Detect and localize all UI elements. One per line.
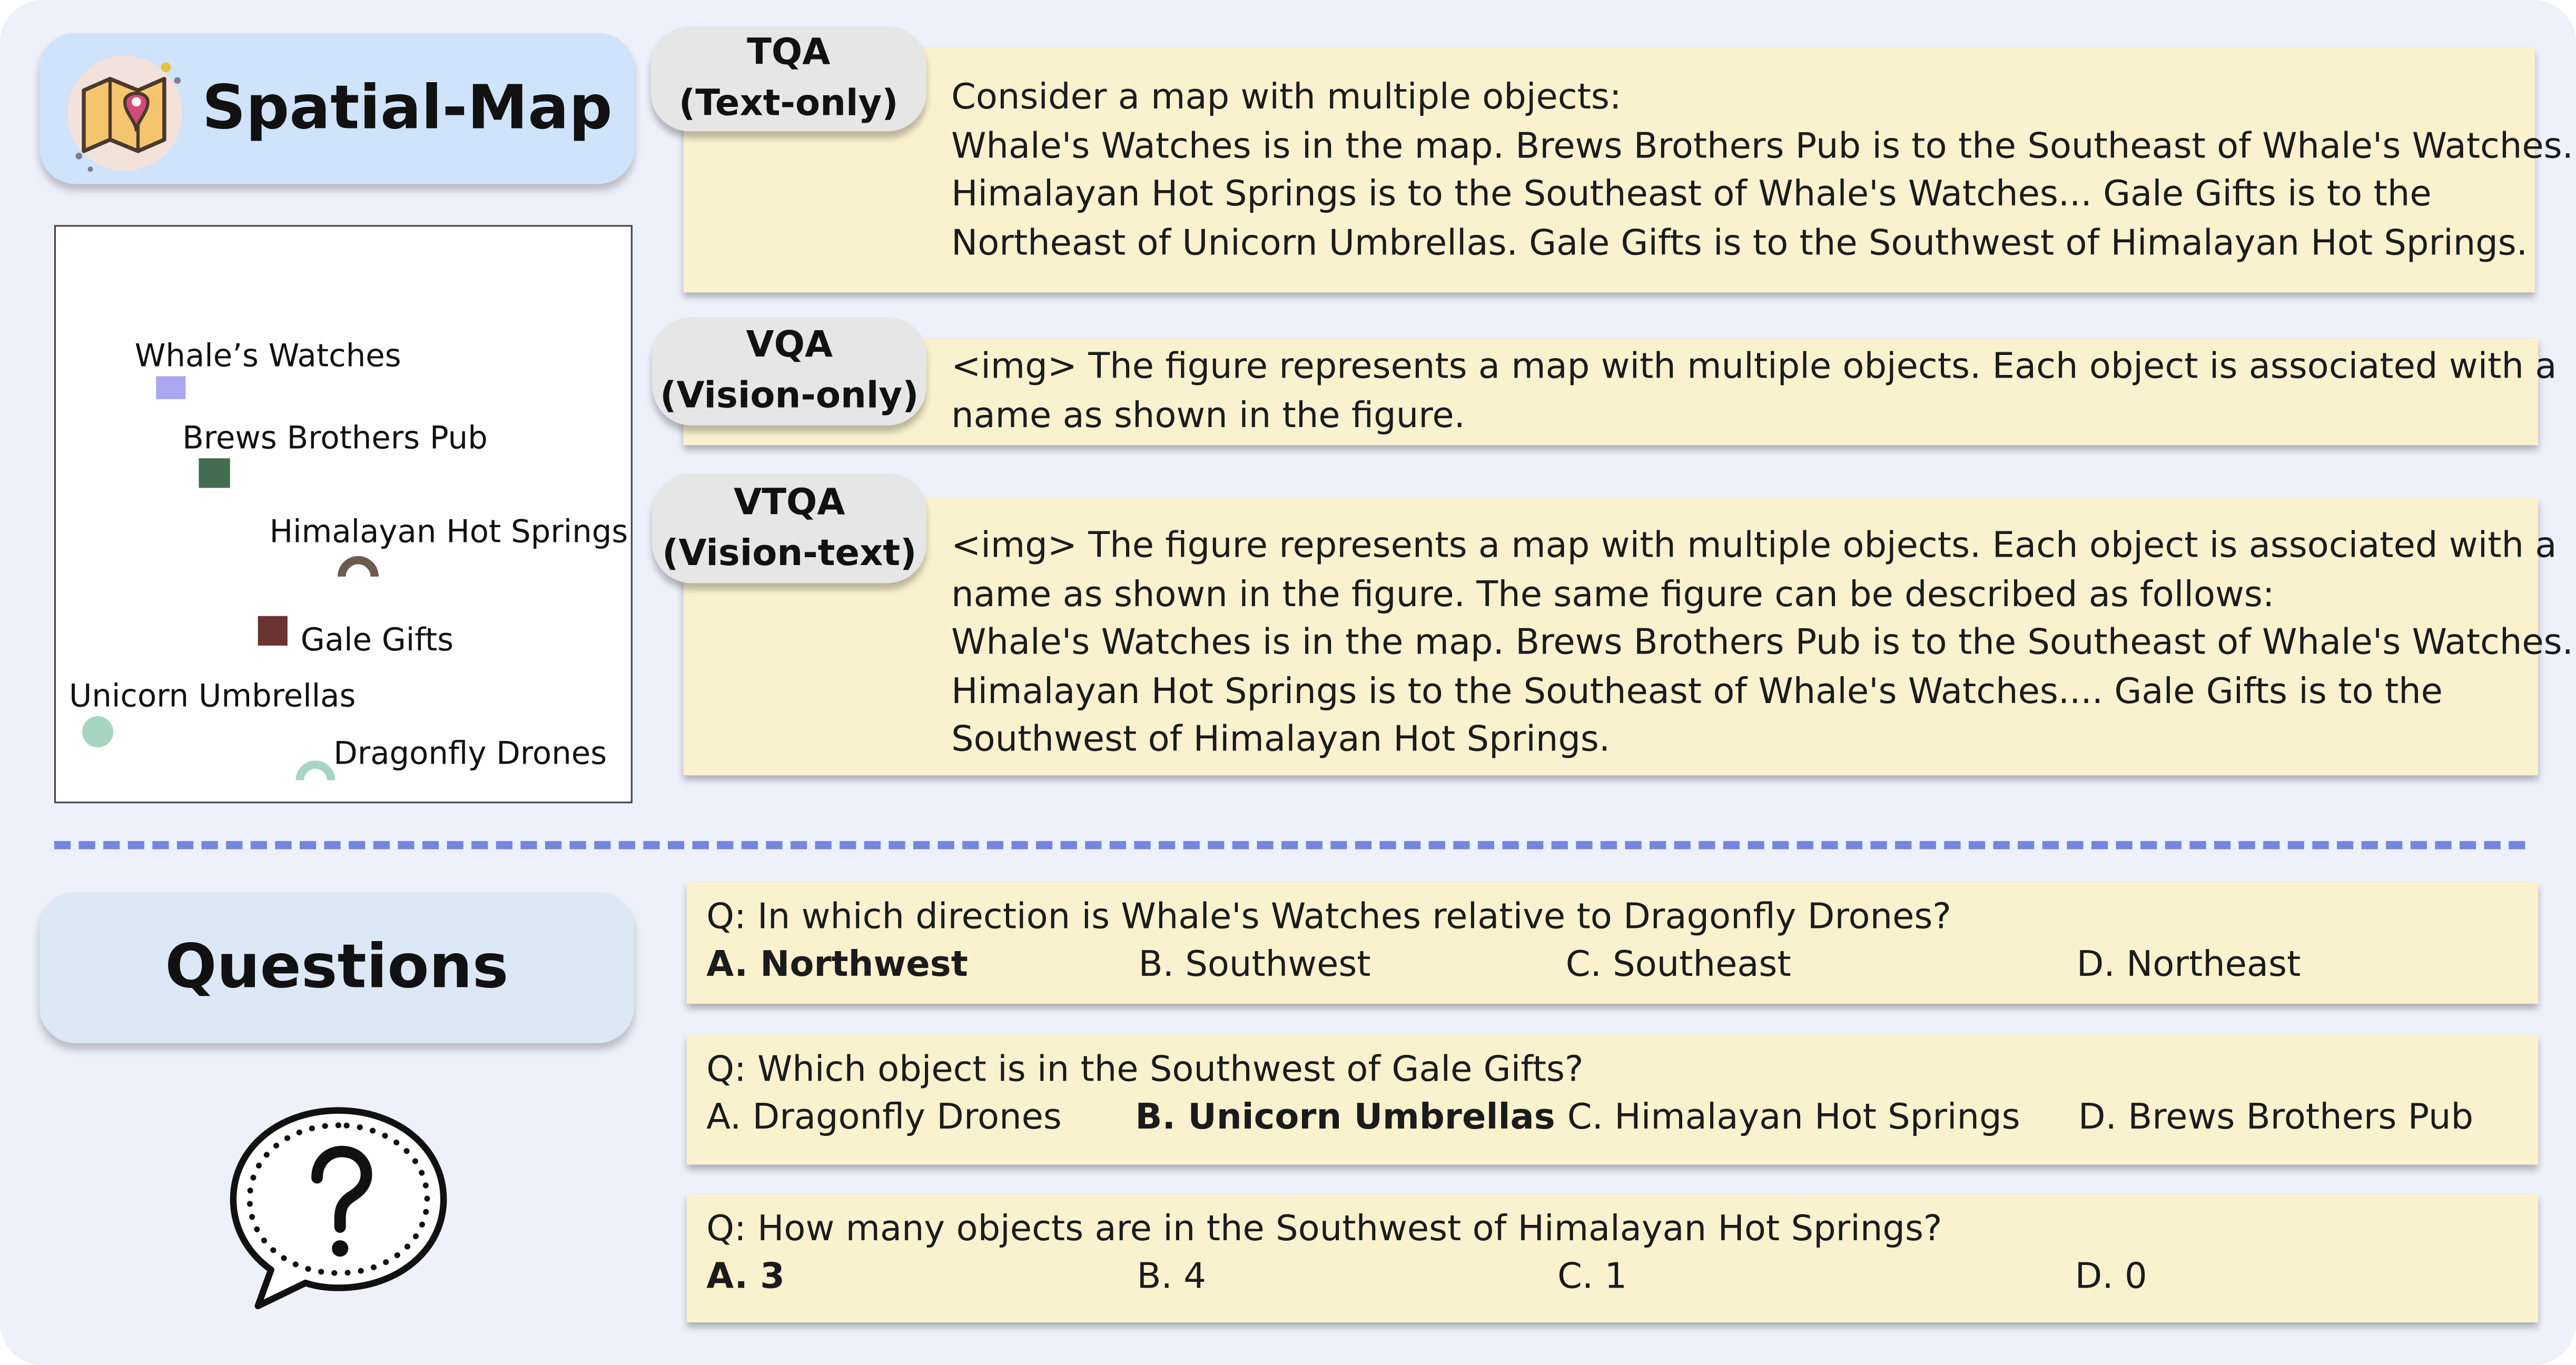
vqa-text-box: <img> The figure represents a map with m…	[683, 338, 2557, 446]
vqa-tag-name: VQA	[746, 325, 833, 367]
tqa-text-box: Consider a map with multiple objects: Wh…	[683, 47, 2573, 293]
question-text-3: Q: How many objects are in the Southwest…	[706, 1209, 1942, 1250]
marker-whales-watches	[156, 376, 186, 399]
tqa-tag-description: (Text-only)	[678, 84, 899, 125]
map-figure: Whale’s Watches Brews Brothers Pub Himal…	[54, 225, 633, 804]
question-box-2: Q: Which object is in the Southwest of G…	[686, 1035, 2539, 1165]
question-2-option-a: A. Dragonfly Drones	[706, 1097, 1062, 1139]
map-label-himalayan-hot-springs: Himalayan Hot Springs	[269, 514, 628, 550]
spatial-map-title: Spatial-Map	[202, 72, 613, 143]
vtqa-line: Southwest of Himalayan Hot Springs.	[951, 719, 1611, 761]
marker-dragonfly-drones	[295, 756, 335, 781]
map-label-unicorn-umbrellas: Unicorn Umbrellas	[69, 678, 356, 715]
questions-title: Questions	[165, 931, 509, 1002]
question-3-option-d: D. 0	[2075, 1257, 2147, 1298]
question-text-2: Q: Which object is in the Southwest of G…	[706, 1050, 1584, 1091]
speech-bubble-question-icon	[223, 1091, 453, 1321]
question-1-option-c: C. Southeast	[1565, 944, 1791, 986]
question-2-option-b: B. Unicorn Umbrellas	[1135, 1097, 1555, 1139]
vtqa-line: name as shown in the figure. The same fi…	[951, 574, 2275, 616]
vtqa-line: Himalayan Hot Springs is to the Southeas…	[951, 671, 2443, 713]
question-1-option-a: A. Northwest	[706, 944, 968, 986]
marker-himalayan-hot-springs	[337, 553, 379, 578]
question-3-option-c: C. 1	[1557, 1257, 1627, 1298]
vqa-tag-description: (Vision-only)	[660, 376, 919, 418]
vtqa-line: Whale's Watches is in the map. Brews Bro…	[951, 622, 2573, 664]
marker-brews-brothers-pub	[199, 458, 230, 488]
vtqa-tag-description: (Vision-text)	[662, 533, 917, 575]
vqa-line: <img> The figure represents a map with m…	[951, 347, 2557, 388]
marker-gale-gifts	[258, 616, 288, 646]
vqa-line: name as shown in the figure.	[951, 395, 1465, 437]
vqa-tag: VQA (Vision-only)	[652, 317, 927, 426]
tqa-tag-name: TQA	[747, 33, 831, 74]
question-text-1: Q: In which direction is Whale's Watches…	[706, 897, 1951, 938]
spatial-map-title-card: Spatial-Map	[39, 33, 635, 184]
tqa-line: Consider a map with multiple objects:	[951, 77, 1622, 118]
question-2-option-c: C. Himalayan Hot Springs	[1567, 1097, 2020, 1139]
question-1-option-d: D. Northeast	[2076, 944, 2301, 986]
map-label-dragonfly-drones: Dragonfly Drones	[333, 736, 607, 773]
question-2-option-d: D. Brews Brothers Pub	[2078, 1097, 2474, 1139]
folded-map-pin-icon	[56, 39, 194, 177]
tqa-line: Whale's Watches is in the map. Brews Bro…	[951, 125, 2573, 167]
map-label-whales-watches: Whale’s Watches	[134, 338, 401, 375]
question-3-option-a: A. 3	[706, 1257, 785, 1298]
tqa-tag: TQA (Text-only)	[650, 26, 927, 132]
section-divider	[54, 841, 2525, 849]
vtqa-tag: VTQA (Vision-text)	[652, 473, 927, 583]
map-label-brews-brothers-pub: Brews Brothers Pub	[182, 420, 488, 457]
tqa-line: Himalayan Hot Springs is to the Southeas…	[951, 174, 2432, 215]
marker-unicorn-umbrellas	[82, 716, 114, 748]
vtqa-text-box: <img> The figure represents a map with m…	[683, 498, 2573, 776]
vtqa-line: <img> The figure represents a map with m…	[951, 526, 2557, 567]
question-3-option-b: B. 4	[1137, 1257, 1206, 1298]
questions-title-card: Questions	[39, 892, 635, 1043]
map-label-gale-gifts: Gale Gifts	[300, 622, 454, 659]
question-box-3: Q: How many objects are in the Southwest…	[686, 1194, 2539, 1323]
tqa-line: Northeast of Unicorn Umbrellas. Gale Gif…	[951, 222, 2528, 264]
vtqa-tag-name: VTQA	[734, 482, 845, 523]
question-1-option-b: B. Southwest	[1138, 944, 1371, 986]
question-box-1: Q: In which direction is Whale's Watches…	[686, 882, 2539, 1004]
